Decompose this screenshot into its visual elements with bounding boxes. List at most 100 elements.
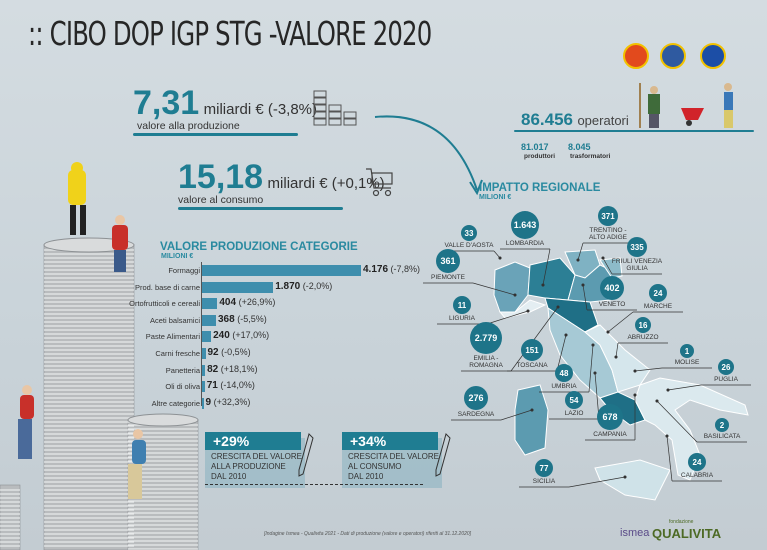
region-name: ROMAGNA xyxy=(469,362,503,370)
bar-change: (-2,0%) xyxy=(302,280,333,291)
region-name: FRIULI VENEZIA xyxy=(611,258,663,265)
bar xyxy=(202,298,218,310)
bar xyxy=(202,381,205,393)
region-name: PIEMONTE xyxy=(431,274,465,281)
page-title: :: CIBO DOP IGP STG -VALORE 2020 xyxy=(28,14,432,53)
region-label: VALLE D'AOSTA xyxy=(444,242,493,249)
region-label: UMBRIA xyxy=(551,383,576,390)
producers-label: produttori xyxy=(524,153,556,160)
region-dot xyxy=(576,258,580,262)
production-value-block: 7,31 miliardi € (-3,8%) xyxy=(133,86,317,120)
region-label: SARDEGNA xyxy=(458,411,494,418)
region-label: MOLISE xyxy=(675,359,700,366)
region-dot xyxy=(513,293,517,297)
region-name: CAMPANIA xyxy=(593,431,627,438)
growth-line: DAL 2010 xyxy=(211,472,247,481)
bar-category-label: Panetteria xyxy=(165,365,200,375)
bar-value-label: 9 (+32,3%) xyxy=(206,397,251,408)
bar-category-label: Altre categorie xyxy=(151,398,200,408)
region-leader-line xyxy=(577,242,584,261)
bar-value-label: 1.870 (-2,0%) xyxy=(275,281,332,292)
region-dot xyxy=(498,256,502,260)
consumption-label: valore al consumo xyxy=(178,194,264,206)
region-dot xyxy=(606,330,610,334)
growth-consumption-text: CRESCITA DEL VALORE AL CONSUMO DAL 2010 xyxy=(348,452,439,482)
processors-label: trasformatori xyxy=(570,153,611,160)
region-dot xyxy=(614,355,618,359)
growth-line: DAL 2010 xyxy=(348,472,384,481)
dashed-divider xyxy=(205,484,423,485)
qualivita-logo-small: fondazione xyxy=(669,519,694,525)
region-label: EMILIA - ROMAGNA xyxy=(469,355,503,369)
region-label: SICILIA xyxy=(533,478,555,485)
bar xyxy=(202,364,206,376)
production-value: 7,31 xyxy=(133,84,200,122)
region-name: MOLISE xyxy=(674,359,700,366)
bar-value: 82 xyxy=(207,363,219,375)
region-dot xyxy=(556,305,560,309)
figurine-climber-left xyxy=(18,385,34,459)
region-value-bubble: 11 xyxy=(453,296,471,314)
region-value-bubble: 1.643 xyxy=(511,211,539,239)
consumption-unit: miliardi € (+0,1%) xyxy=(267,175,385,192)
region-name: TRENTINO - xyxy=(589,227,627,234)
figurine-yellow xyxy=(68,162,86,235)
region-dot xyxy=(601,256,605,260)
qualivita-logo: QUALIVITA xyxy=(652,526,722,541)
bar-change: (-0,5%) xyxy=(221,347,251,357)
figurine-red xyxy=(112,215,128,272)
region-label: BASILICATA xyxy=(704,433,741,440)
bar-category-label: Aceti balsamici xyxy=(149,315,200,325)
region-value-bubble: 24 xyxy=(649,284,667,302)
operators-value: 86.456 xyxy=(521,110,573,129)
region-dot xyxy=(633,369,637,373)
region-label: ABRUZZO xyxy=(627,334,658,341)
region-value-bubble: 678 xyxy=(597,404,623,430)
region-leader-line xyxy=(634,367,663,372)
region-dot xyxy=(526,309,530,313)
production-label: valore alla produzione xyxy=(137,120,240,132)
bar-value: 1.870 xyxy=(275,280,301,292)
chart-axis xyxy=(201,262,202,406)
bar-value-label: 368 (-5,5%) xyxy=(218,314,267,325)
region-dot xyxy=(655,399,659,403)
coin-stacks-illustration xyxy=(0,162,199,550)
region-name: LOMBARDIA xyxy=(505,240,545,247)
region-dot xyxy=(633,393,637,397)
consumption-value-block: 15,18 miliardi € (+0,1%) xyxy=(178,160,385,194)
bar-change: (+18,1%) xyxy=(220,363,258,374)
region-value-bubble: 402 xyxy=(600,276,624,300)
region-name: GIULIA xyxy=(626,265,648,273)
growth-line: ALLA PRODUZIONE xyxy=(211,462,286,471)
pen-icon xyxy=(298,433,314,477)
bar-value: 71 xyxy=(206,380,218,392)
regional-subtitle: MILIONI € xyxy=(479,194,512,201)
region-label: PUGLIA xyxy=(714,376,738,383)
region-leader-line xyxy=(542,248,551,286)
farmers-illustration xyxy=(639,83,733,128)
region-name: VENETO xyxy=(598,301,626,308)
bar-category-label: Oli di oliva xyxy=(165,382,200,392)
region-label: CALABRIA xyxy=(681,472,713,479)
growth-production-text: CRESCITA DEL VALORE ALLA PRODUZIONE DAL 20… xyxy=(211,452,302,482)
growth-consumption-pct: +34% xyxy=(342,432,438,450)
shopping-cart-icon xyxy=(366,168,393,197)
map-sardegna xyxy=(514,384,549,456)
region-leader-line xyxy=(607,311,634,333)
operators-block: 86.456 operatori xyxy=(521,111,629,130)
region-value-bubble: 151 xyxy=(521,339,543,361)
map-sicilia xyxy=(594,459,671,501)
bar-value-label: 4.176 (-7,8%) xyxy=(363,264,420,275)
bar xyxy=(202,331,212,343)
region-leader-line xyxy=(582,284,588,311)
region-dot xyxy=(564,333,568,337)
region-value-bubble: 361 xyxy=(436,249,460,273)
figurine-climber-right xyxy=(128,429,146,499)
region-dot xyxy=(530,408,534,412)
growth-line: CRESCITA DEL VALORE xyxy=(211,452,302,461)
chart-subtitle: MILIONI € xyxy=(161,253,194,260)
bar-value: 368 xyxy=(218,313,235,325)
region-value-bubble: 24 xyxy=(688,453,706,471)
operators-unit: operatori xyxy=(577,113,629,128)
region-value-bubble: 371 xyxy=(598,206,618,226)
